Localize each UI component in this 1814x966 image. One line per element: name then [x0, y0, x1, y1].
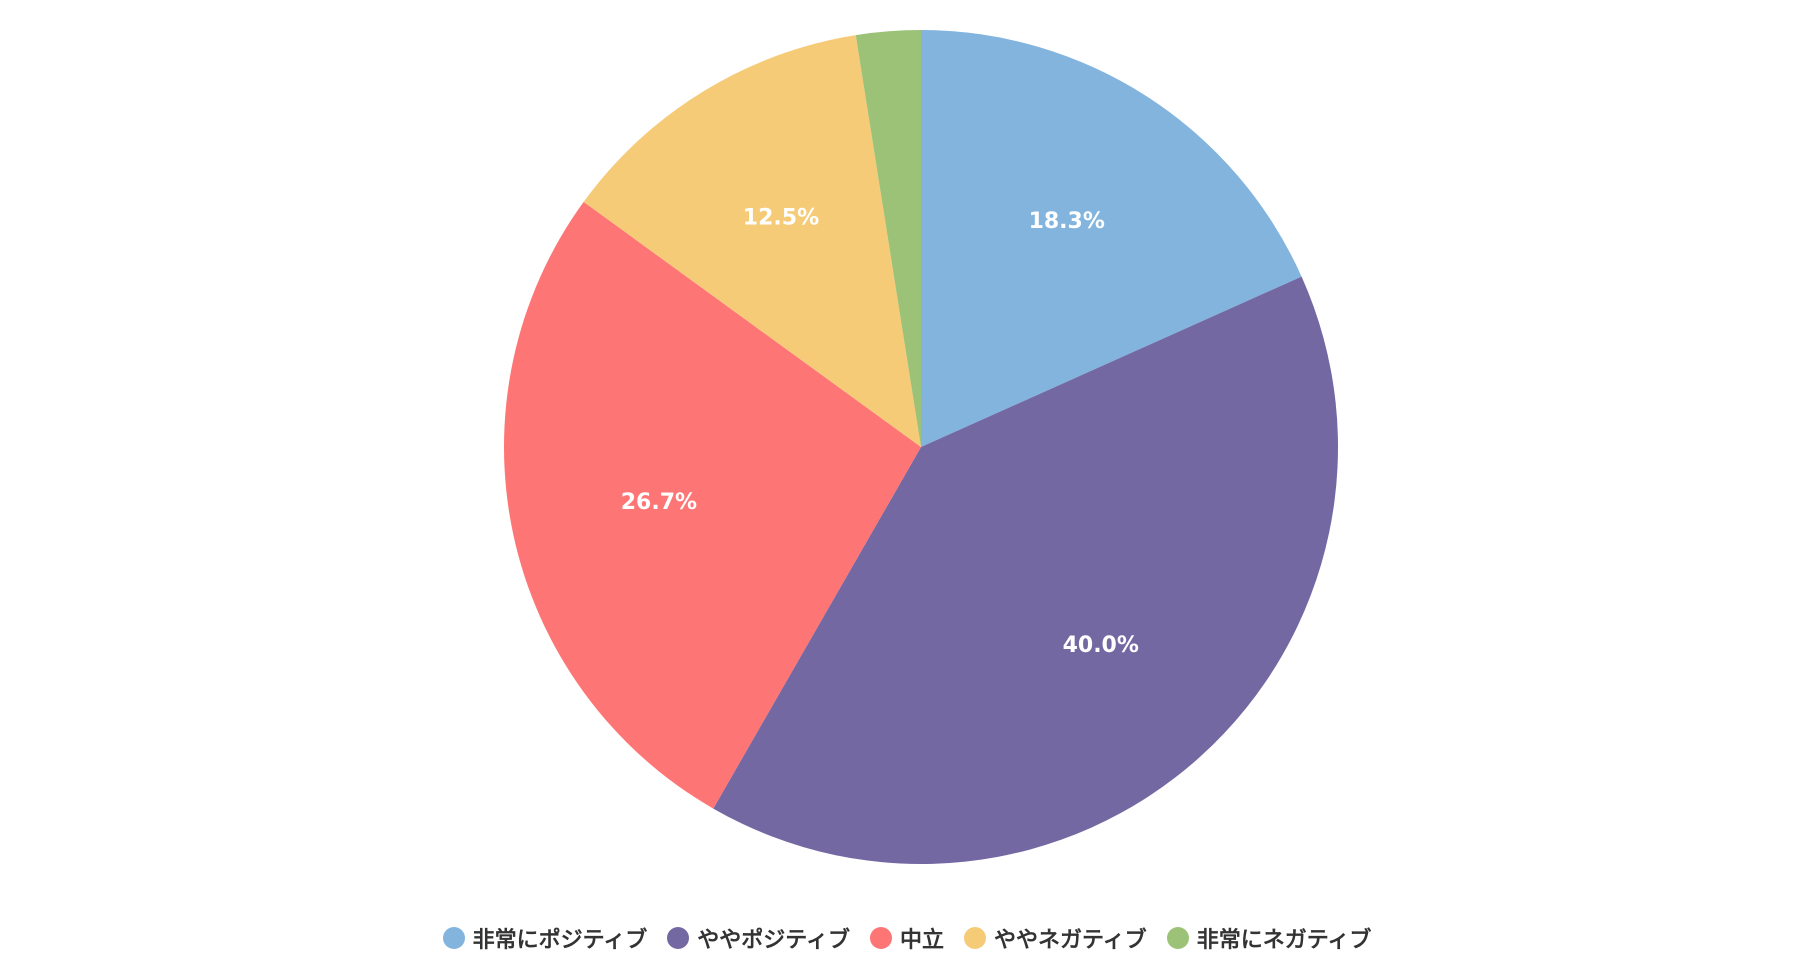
legend-label: 非常にネガティブ: [1196, 928, 1372, 953]
legend-swatch: [869, 927, 892, 949]
pie-slice-4[interactable]: [583, 35, 921, 447]
pie-value-labels: 18.3% 40.0% 26.7% 12.5%: [621, 205, 1139, 657]
legend-label: 非常にポジティブ: [472, 928, 648, 953]
legend-label: 中立: [899, 928, 944, 953]
legend-item[interactable]: 中立: [869, 922, 944, 954]
legend-item[interactable]: ややポジティブ: [667, 922, 850, 954]
legend-item[interactable]: 非常にポジティブ: [442, 922, 648, 954]
slice-value-label: 12.5%: [743, 205, 819, 230]
legend-item[interactable]: 非常にネガティブ: [1166, 922, 1372, 954]
legend-label: ややポジティブ: [697, 928, 850, 953]
slice-value-label: 26.7%: [621, 490, 697, 515]
legend-swatch: [964, 927, 986, 949]
slice-value-label: 40.0%: [1063, 633, 1139, 658]
legend: 非常にポジティブ ややポジティブ 中立 ややネガティブ 非常にネガティブ: [0, 918, 1814, 958]
pie-slice-3[interactable]: [504, 201, 921, 809]
legend-swatch: [1166, 927, 1189, 949]
pie-slice-5[interactable]: [855, 30, 921, 447]
legend-swatch: [667, 927, 690, 949]
pie-slice-1[interactable]: [921, 30, 1302, 447]
pie-slice-2[interactable]: [713, 276, 1338, 864]
slice-value-label: 18.3%: [1029, 209, 1105, 234]
legend-swatch: [442, 927, 465, 949]
legend-label: ややネガティブ: [994, 928, 1147, 953]
pie-slices: [504, 30, 1338, 864]
legend-item[interactable]: ややネガティブ: [964, 922, 1147, 954]
